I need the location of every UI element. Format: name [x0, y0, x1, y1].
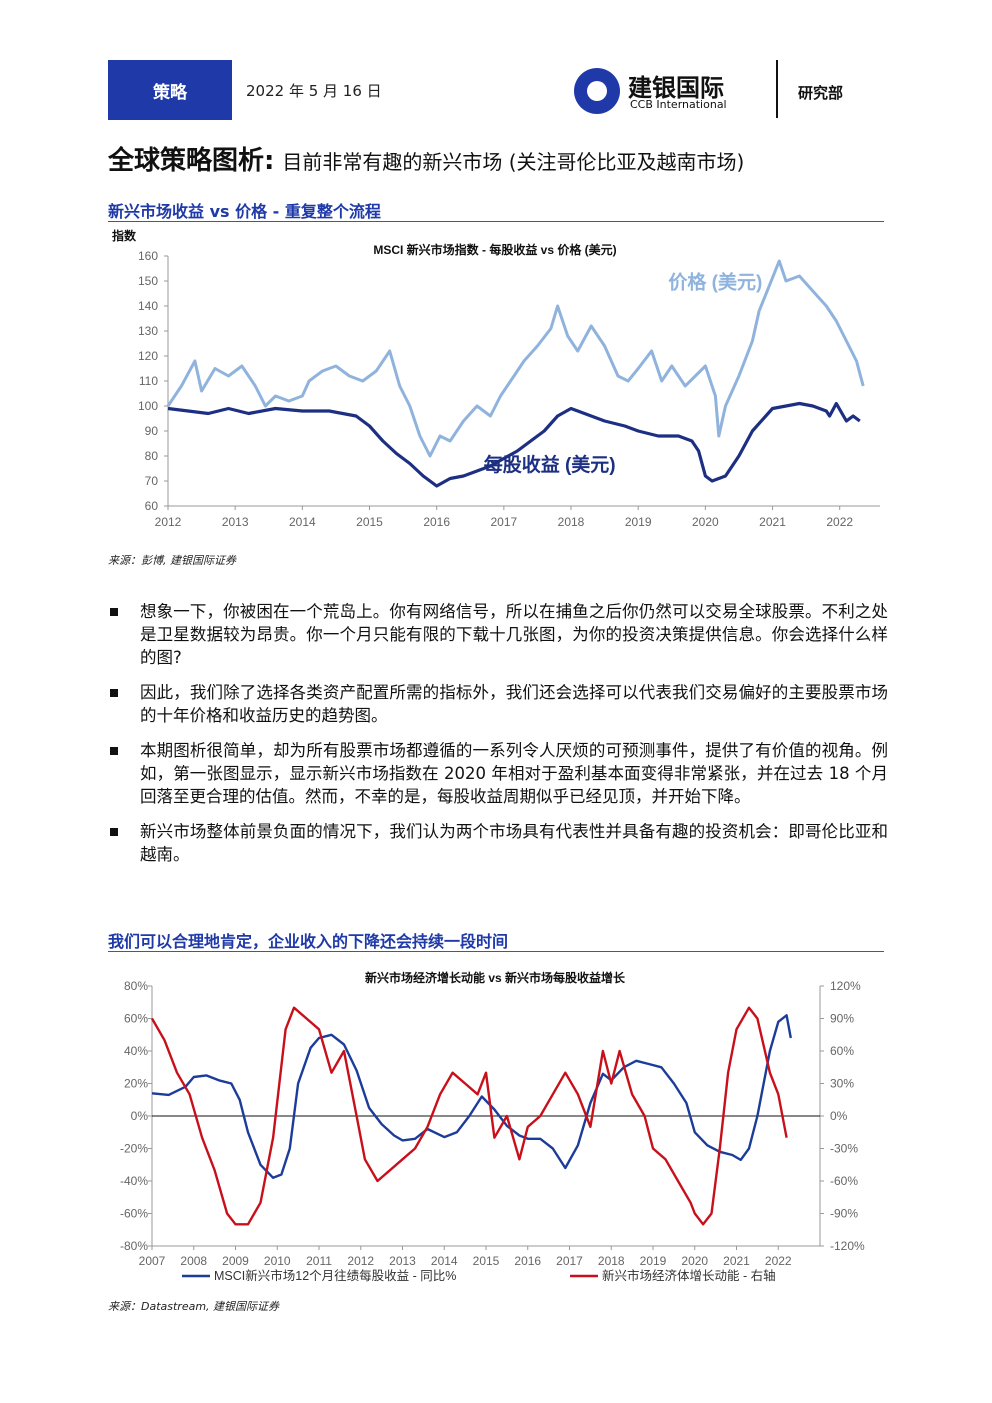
chart2-x-tick-label: 2017 [556, 1254, 583, 1268]
bullet-item: 本期图析很简单，却为所有股票市场都遵循的一系列令人厌烦的可预测事件，提供了有价值… [108, 739, 888, 808]
chart2-x-tick-label: 2007 [139, 1254, 166, 1268]
department-label: 研究部 [798, 84, 844, 102]
chart2-y-tick-label: -80% [120, 1239, 148, 1253]
chart2-x-tick-label: 2011 [306, 1254, 332, 1268]
bullet-square-icon [110, 689, 118, 697]
chart2-y2-tick-label: 30% [830, 1077, 854, 1091]
chart1-y-tick-label: 60 [145, 499, 159, 513]
chart1-y-tick-label: 120 [138, 349, 158, 363]
chart1-y-tick-label: 90 [145, 424, 159, 438]
chart1-x-tick-label: 2021 [759, 515, 786, 529]
chart2-y2-tick-label: 0% [830, 1109, 848, 1123]
chart2-x-tick-label: 2008 [180, 1254, 207, 1268]
chart2-x-tick-label: 2013 [389, 1254, 416, 1268]
chart1-y-tick-label: 70 [145, 474, 159, 488]
growth-momentum-chart: 新兴市场经济增长动能 vs 新兴市场每股收益增长 -80% -60% -40% -20%… [120, 970, 865, 1283]
chart1-x-tick-label: 2017 [490, 515, 517, 529]
chart1-title: MSCI 新兴市场指数 - 每股收益 vs 价格 (美元) [373, 242, 616, 257]
chart1-y-tick-label: 110 [139, 374, 158, 388]
eps-series-line [167, 401, 861, 488]
chart2-y-tick-label: -60% [120, 1207, 148, 1221]
chart2-y2-tick-label: -30% [830, 1142, 858, 1156]
chart1-x-tick-label: 2019 [625, 515, 652, 529]
chart2-x-tick-label: 2016 [514, 1254, 541, 1268]
chart2-y2-tick-label: 90% [830, 1012, 854, 1026]
page-title: 全球策略图析: 目前非常有趣的新兴市场 (关注哥伦比亚及越南市场) [108, 140, 744, 177]
chart1-y-tick-label: 150 [138, 274, 158, 288]
chart2-legend-label: MSCI新兴市场12个月往绩每股收益 - 同比% [214, 1268, 456, 1283]
chart1-x-tick-label: 2013 [222, 515, 249, 529]
eps-annotation: 每股收益 (美元) [484, 453, 616, 476]
chart1-y-tick-label: 100 [138, 399, 158, 413]
price-series-line [166, 259, 865, 458]
chart2-y-tick-label: -20% [120, 1142, 148, 1156]
bullet-item: 新兴市场整体前景负面的情况下，我们认为两个市场具有代表性并具备有趣的投资机会：即… [108, 820, 888, 866]
price-annotation: 价格 (美元) [668, 271, 762, 294]
logo-cn-text: 建银国际 [628, 74, 724, 102]
chart2-x-tick-label: 2015 [473, 1254, 500, 1268]
chart1-x-tick-label: 2022 [826, 515, 853, 529]
ccb-logo: 建银国际 CCB International [574, 66, 774, 116]
chart2-x-tick-label: 2010 [264, 1254, 291, 1268]
category-badge: 策略 [108, 60, 232, 120]
section1-rule [108, 221, 884, 222]
chart2-x-tick-label: 2019 [640, 1254, 667, 1268]
chart2-legend-label: 新兴市场经济体增长动能 - 右轴 [602, 1268, 776, 1283]
chart2-y2-tick-label: 120% [830, 979, 861, 993]
bullet-text: 因此，我们除了选择各类资产配置所需的指标外，我们还会选择可以代表我们交易偏好的主… [140, 683, 888, 725]
chart2-title: 新兴市场经济增长动能 vs 新兴市场每股收益增长 [365, 970, 626, 985]
chart2-x-tick-label: 2020 [681, 1254, 708, 1268]
chart2-x-tick-label: 2021 [723, 1254, 750, 1268]
chart2-x-tick-label: 2014 [431, 1254, 458, 1268]
chart2-y2-tick-label: -60% [830, 1174, 858, 1188]
bullet-text: 本期图析很简单，却为所有股票市场都遵循的一系列令人厌烦的可预测事件，提供了有价值… [140, 741, 888, 806]
chart2-y-tick-label: 60% [124, 1012, 148, 1026]
chart1-y-tick-label: 140 [138, 299, 158, 313]
chart1-y-tick-label: 160 [138, 249, 158, 263]
section2-rule [108, 951, 884, 952]
chart1-x-tick-label: 2018 [558, 515, 585, 529]
chart2-x-tick-label: 2009 [222, 1254, 249, 1268]
chart2-x-tick-label: 2018 [598, 1254, 625, 1268]
title-bold: 全球策略图析: [108, 146, 275, 176]
eps-growth-series-line [151, 1014, 792, 1180]
chart1-x-tick-label: 2014 [289, 515, 316, 529]
bullet-square-icon [110, 608, 118, 616]
chart2-y-tick-label: 0% [131, 1109, 149, 1123]
report-date: 2022 年 5 月 16 日 [246, 82, 382, 100]
title-rest: 目前非常有趣的新兴市场 (关注哥伦比亚及越南市场) [282, 150, 745, 174]
section1-heading: 新兴市场收益 vs 价格 - 重复整个流程 [108, 202, 381, 221]
bullet-item: 想象一下，你被困在一个荒岛上。你有网络信号，所以在捕鱼之后你仍然可以交易全球股票… [108, 600, 888, 669]
chart2-x-tick-label: 2012 [347, 1254, 374, 1268]
chart2-y-tick-label: 40% [124, 1044, 148, 1058]
chart1-ylabel: 指数 [112, 228, 137, 243]
chart2-y2-tick-label: -90% [830, 1207, 858, 1221]
bullet-item: 因此，我们除了选择各类资产配置所需的指标外，我们还会选择可以代表我们交易偏好的主… [108, 681, 888, 727]
logo-mark-icon [574, 68, 620, 114]
header-divider [776, 60, 778, 118]
chart1-y-tick-label: 80 [145, 449, 159, 463]
chart2-y-tick-label: 20% [124, 1077, 148, 1091]
source-note-2: 来源：Datastream, 建银国际证券 [108, 1300, 280, 1313]
chart1-x-tick-label: 2016 [423, 515, 450, 529]
bullet-text: 想象一下，你被困在一个荒岛上。你有网络信号，所以在捕鱼之后你仍然可以交易全球股票… [140, 602, 888, 667]
chart2-y-tick-label: 80% [124, 979, 148, 993]
chart1-x-tick-label: 2015 [356, 515, 383, 529]
chart1-y-tick-label: 130 [138, 324, 158, 338]
chart2-y2-tick-label: 60% [830, 1044, 854, 1058]
chart1-x-tick-label: 2020 [692, 515, 719, 529]
growth-momentum-series-line [150, 1006, 788, 1226]
bullet-list: 想象一下，你被困在一个荒岛上。你有网络信号，所以在捕鱼之后你仍然可以交易全球股票… [108, 600, 888, 878]
chart2-y2-tick-label: -120% [830, 1239, 865, 1253]
eps-vs-price-chart: MSCI 新兴市场指数 - 每股收益 vs 价格 (美元) 指数 60 70 80 90 1… [112, 228, 880, 529]
bullet-square-icon [110, 828, 118, 836]
bullet-square-icon [110, 747, 118, 755]
chart2-x-tick-label: 2022 [765, 1254, 792, 1268]
logo-en-text: CCB International [630, 98, 727, 111]
bullet-text: 新兴市场整体前景负面的情况下，我们认为两个市场具有代表性并具备有趣的投资机会：即… [140, 822, 888, 864]
section2-heading: 我们可以合理地肯定，企业收入的下降还会持续一段时间 [108, 932, 509, 951]
chart1-x-tick-label: 2012 [155, 515, 182, 529]
chart2-y-tick-label: -40% [120, 1174, 148, 1188]
source-note-1: 来源：彭博, 建银国际证券 [108, 554, 236, 567]
